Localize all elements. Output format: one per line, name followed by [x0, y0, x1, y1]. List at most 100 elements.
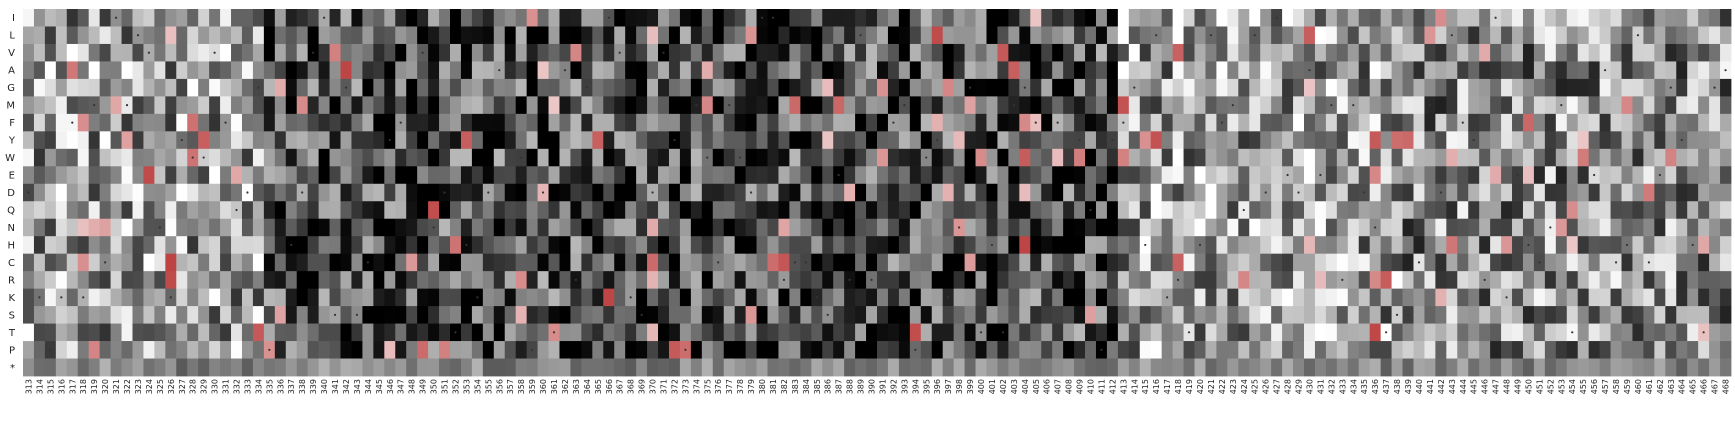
heatmap-cell [1577, 9, 1590, 27]
y-tick-label: K [8, 293, 15, 304]
heatmap-cell [241, 9, 254, 27]
heatmap-cell [581, 201, 593, 220]
heatmap-cell [1041, 96, 1053, 115]
heatmap-cell [800, 306, 812, 324]
heatmap-cell [439, 113, 451, 132]
heatmap-cell [734, 183, 747, 202]
heatmap-cell [263, 131, 276, 150]
heatmap-cell [1216, 341, 1228, 359]
heatmap-cell [778, 131, 790, 150]
heatmap-cell [1522, 218, 1535, 237]
heatmap-cell [844, 61, 856, 80]
x-tick-label: 439 [1404, 379, 1413, 394]
heatmap-cell [1095, 148, 1108, 167]
heatmap-cell [121, 341, 133, 359]
wildtype-marker [1691, 243, 1694, 247]
heatmap-cell [1391, 201, 1403, 220]
heatmap-cell [877, 148, 889, 167]
heatmap-cell [373, 201, 385, 220]
heatmap-cell [55, 183, 68, 202]
heatmap-cell [1304, 288, 1316, 307]
heatmap-cell [1008, 166, 1020, 185]
heatmap-cell [1555, 341, 1568, 359]
heatmap-cell [1008, 148, 1020, 167]
x-tick-label: 467 [1711, 379, 1720, 394]
heatmap-cell [1063, 306, 1075, 324]
heatmap-cell [1260, 131, 1272, 150]
heatmap-cell [1665, 236, 1677, 255]
heatmap-cell [789, 341, 801, 359]
heatmap-cell [1512, 61, 1524, 80]
heatmap-cell [110, 288, 122, 307]
heatmap-cell [712, 201, 725, 220]
heatmap-cell [734, 78, 747, 97]
heatmap-cell [1599, 78, 1611, 97]
heatmap-cell [1260, 166, 1272, 185]
heatmap-cell [1566, 148, 1579, 167]
heatmap-cell [285, 113, 298, 132]
heatmap-cell [953, 61, 965, 80]
heatmap-cell [1599, 306, 1611, 324]
heatmap-cell [537, 148, 549, 167]
heatmap-cell [1271, 218, 1283, 237]
heatmap-cell [1238, 358, 1250, 377]
x-tick-label: 404 [1021, 379, 1030, 394]
heatmap-cell [745, 218, 757, 237]
heatmap-cell [1709, 358, 1721, 377]
heatmap-cell [953, 78, 965, 97]
heatmap-cell [1676, 43, 1688, 62]
wildtype-marker [662, 51, 665, 54]
x-tick-label: 441 [1426, 379, 1435, 394]
heatmap-cell [1041, 236, 1053, 255]
heatmap-cell [920, 288, 933, 307]
heatmap-cell [252, 113, 265, 132]
heatmap-cell [373, 236, 385, 255]
heatmap-cell [1380, 148, 1392, 167]
heatmap-cell [1501, 148, 1513, 167]
heatmap-cell [1117, 288, 1130, 307]
heatmap-cell [1501, 26, 1513, 45]
heatmap-cell [55, 358, 68, 377]
heatmap-cell [176, 43, 188, 62]
heatmap-cell [1380, 183, 1392, 202]
heatmap-cell [384, 271, 396, 290]
heatmap-cell [1687, 341, 1699, 359]
heatmap-cell [1238, 236, 1250, 255]
heatmap-cell [351, 271, 363, 290]
heatmap-cell [66, 61, 79, 80]
heatmap-cell [99, 183, 111, 202]
wildtype-marker [640, 313, 643, 316]
heatmap-cell [1610, 43, 1622, 62]
heatmap-cell [66, 306, 79, 324]
heatmap-cell [1227, 288, 1239, 307]
heatmap-cell [1216, 96, 1228, 115]
heatmap-cell [647, 96, 659, 115]
heatmap-cell [329, 26, 341, 45]
heatmap-cell [384, 183, 396, 202]
heatmap-cell [1293, 61, 1305, 80]
heatmap-cell [833, 78, 845, 97]
heatmap-cell [636, 218, 648, 237]
heatmap-cell [154, 113, 166, 132]
heatmap-cell [373, 166, 385, 185]
heatmap-cell [603, 236, 615, 255]
heatmap-cell [1632, 148, 1644, 167]
heatmap-cell [1260, 271, 1272, 290]
heatmap-cell [800, 131, 812, 150]
heatmap-cell [198, 288, 210, 307]
heatmap-cell [822, 288, 834, 307]
heatmap-cell [33, 236, 46, 255]
heatmap-cell [855, 9, 867, 27]
heatmap-cell [800, 43, 812, 62]
heatmap-cell [975, 61, 987, 80]
heatmap-cell [263, 9, 276, 27]
heatmap-cell [515, 43, 528, 62]
heatmap-cell [110, 26, 122, 45]
heatmap-cell [844, 306, 856, 324]
wildtype-marker [1341, 278, 1344, 281]
heatmap-cell [460, 323, 473, 342]
heatmap-cell [1577, 271, 1590, 290]
heatmap-cell [165, 148, 177, 167]
heatmap-cell [701, 26, 714, 45]
heatmap-cell [1336, 236, 1349, 255]
